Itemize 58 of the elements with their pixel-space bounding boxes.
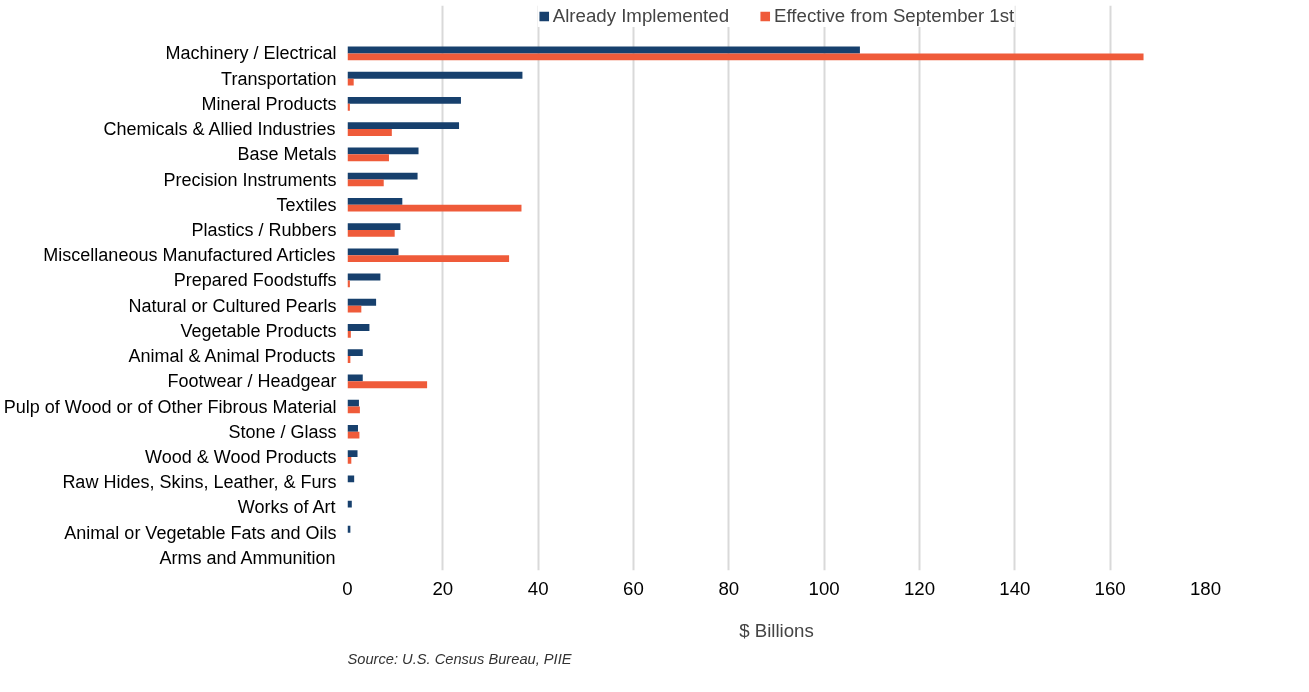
- x-tick-label: 160: [1094, 577, 1126, 599]
- y-tick-label: Precision Instruments: [163, 169, 337, 190]
- source-note: Source: U.S. Census Bureau, PIIE: [347, 650, 572, 667]
- bar: [347, 129, 392, 136]
- y-tick-label: Base Metals: [237, 144, 337, 165]
- y-tick-label: Pulp of Wood or of Other Fibrous Material: [3, 396, 337, 417]
- bar: [347, 324, 370, 331]
- y-tick-label: Machinery / Electrical: [165, 43, 337, 64]
- y-tick-label: Works of Art: [237, 497, 336, 518]
- y-tick-label: Prepared Foodstuffs: [173, 270, 337, 291]
- bar: [347, 204, 522, 212]
- bar: [347, 255, 510, 263]
- legend-label: Already Implemented: [552, 5, 730, 27]
- y-tick-label: Plastics / Rubbers: [191, 219, 337, 240]
- y-tick-label: Miscellaneous Manufactured Articles: [43, 245, 336, 266]
- y-tick-label: Arms and Ammunition: [159, 547, 336, 568]
- y-tick-label: Raw Hides, Skins, Leather, & Furs: [62, 472, 337, 493]
- y-tick-label: Wood & Wood Products: [145, 447, 337, 467]
- bar: [347, 197, 403, 205]
- y-tick-label: Natural or Cultured Pearls: [128, 295, 337, 316]
- x-tick-label: 20: [432, 577, 454, 599]
- y-tick-label: Mineral Products: [201, 93, 337, 114]
- bar: [347, 223, 401, 230]
- y-tick-label: Textiles: [276, 194, 337, 215]
- bar: [347, 399, 359, 407]
- bar: [347, 122, 460, 130]
- y-tick-label: Footwear / Headgear: [167, 371, 337, 392]
- bar: [347, 97, 461, 104]
- y-tick-label: Animal or Vegetable Fats and Oils: [64, 522, 337, 543]
- bar: [347, 248, 399, 256]
- x-tick-label: 80: [718, 577, 740, 599]
- bar: [347, 381, 428, 389]
- y-tick-label: Chemicals & Allied Industries: [103, 119, 336, 140]
- bar: [347, 475, 355, 483]
- bar: [347, 424, 358, 432]
- x-tick-label: 100: [808, 577, 840, 599]
- x-tick-label: 60: [623, 577, 644, 599]
- bar: [347, 330, 351, 338]
- x-tick-label: 180: [1189, 577, 1222, 599]
- y-tick-label: Animal & Animal Products: [128, 346, 336, 367]
- bar: [347, 154, 389, 162]
- bar: [347, 298, 377, 306]
- bar: [347, 71, 523, 79]
- bar: [347, 229, 395, 237]
- x-tick-label: 140: [999, 577, 1031, 599]
- bar: [347, 172, 418, 180]
- bar: [347, 349, 363, 357]
- y-tick-label: Transportation: [221, 68, 337, 89]
- bar: [347, 53, 1144, 61]
- x-tick-label: 120: [903, 577, 936, 599]
- y-tick-label: Vegetable Products: [180, 320, 337, 341]
- x-tick-label: 40: [527, 577, 549, 599]
- y-tick-label: Stone / Glass: [228, 421, 337, 442]
- x-tick-label: 0: [342, 577, 353, 599]
- x-axis-title: $ Billions: [739, 619, 814, 641]
- bar: [347, 450, 358, 457]
- legend-label: Effective from September 1st: [774, 5, 1015, 27]
- bar: [347, 431, 360, 439]
